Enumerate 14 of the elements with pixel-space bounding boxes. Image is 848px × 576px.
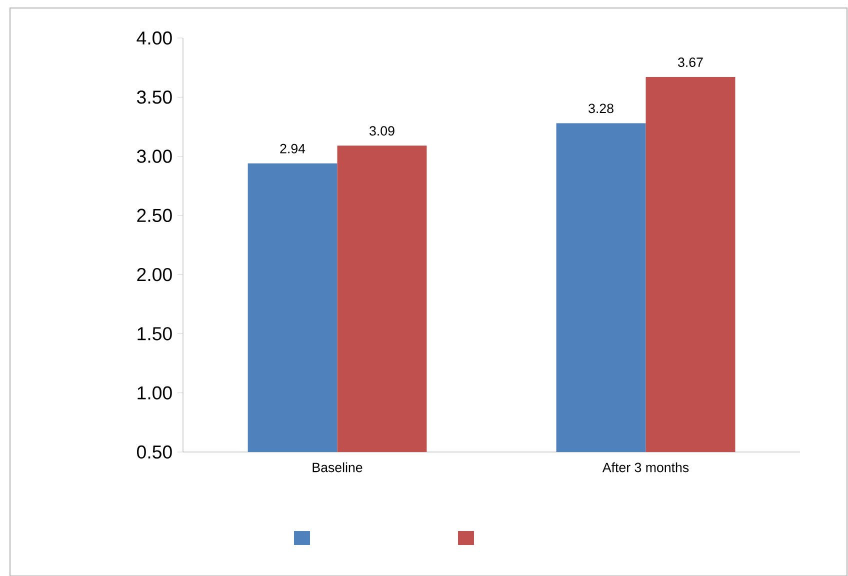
data-label: 2.94 (280, 144, 306, 154)
y-tick-label: 4.00 (136, 31, 172, 45)
y-tick-label: 1.00 (138, 386, 172, 400)
data-label: 3.28 (588, 104, 614, 114)
y-tick-label: 2.50 (137, 208, 172, 222)
data-label: 3.67 (678, 58, 703, 67)
y-tick-label: 3.00 (136, 150, 172, 163)
x-tick-label: Baseline (312, 462, 362, 472)
y-tick-label: 3.50 (136, 90, 172, 104)
data-label: 3.09 (370, 126, 394, 136)
x-tick-label: After 3 months (602, 462, 689, 472)
y-tick-label: 2.00 (137, 268, 172, 282)
y-tick-label: 0.50 (137, 445, 172, 459)
y-tick-label: 1.50 (138, 327, 172, 340)
